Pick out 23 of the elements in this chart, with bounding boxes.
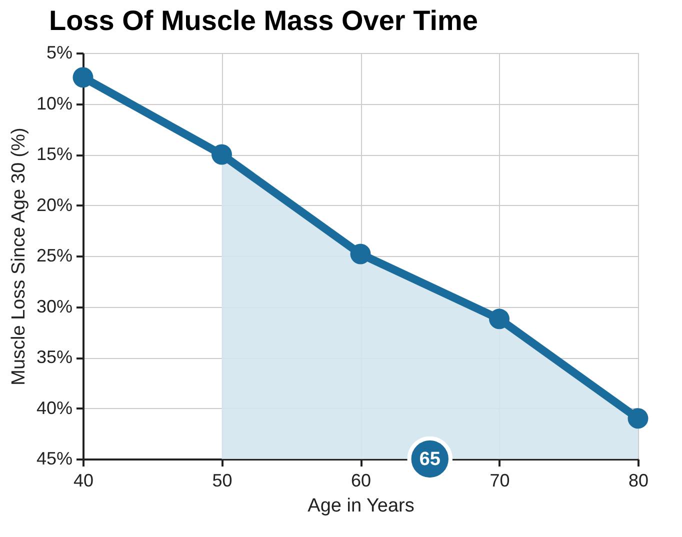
x-tick-label: 60 — [350, 470, 372, 490]
y-tick-label: 30% — [36, 296, 72, 316]
y-tick-label: 20% — [36, 194, 72, 215]
annotation: 65 — [419, 449, 441, 470]
y-tick-label: 25% — [36, 246, 72, 266]
y-tick-label: 5% — [46, 42, 72, 62]
x-tick-label: 70 — [490, 470, 510, 490]
point — [628, 408, 648, 429]
x-tick-label: 50 — [212, 470, 232, 490]
y-tick-label: 10% — [36, 93, 72, 114]
point — [489, 308, 510, 330]
x-axis-title: Age in Years — [308, 496, 414, 516]
y-tick-label: 40% — [36, 398, 72, 418]
y-tick-label: 15% — [36, 144, 72, 164]
point — [72, 67, 94, 88]
y-tick-label: 45% — [36, 448, 72, 468]
y-tick-label: 35% — [36, 347, 72, 367]
x-tick-label: 80 — [628, 470, 649, 490]
y-axis-title: Muscle Loss Since Age 30 (%) — [8, 128, 30, 386]
point — [212, 144, 232, 165]
point — [350, 244, 371, 264]
chart-title: Loss Of Muscle Mass Over Time — [48, 5, 478, 36]
x-tick-label: 40 — [73, 470, 94, 490]
